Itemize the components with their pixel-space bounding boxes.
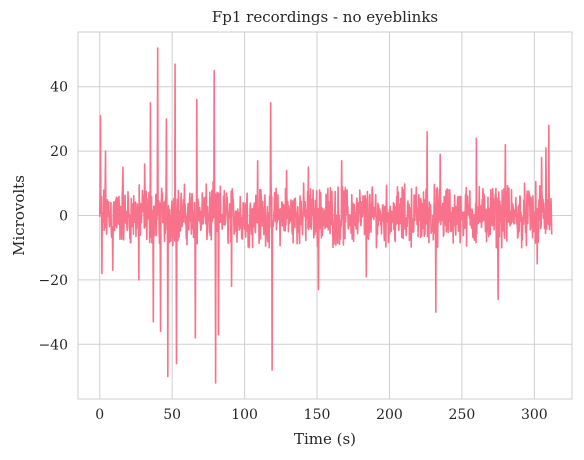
plot-frame bbox=[77, 31, 573, 400]
y-tick-label: 0 bbox=[59, 209, 68, 225]
y-tick-label: 20 bbox=[50, 144, 68, 160]
x-tick-label: 100 bbox=[231, 407, 258, 423]
y-tick-label: −20 bbox=[38, 273, 68, 289]
y-tick-label: −40 bbox=[38, 337, 68, 353]
x-tick-label: 250 bbox=[449, 407, 476, 423]
x-tick-label: 300 bbox=[521, 407, 548, 423]
fp1-signal-line bbox=[98, 47, 553, 384]
x-tick-label: 200 bbox=[376, 407, 403, 423]
tick-labels: 0 50 100 150 200 250 300 −40 −20 0 20 40 bbox=[38, 80, 547, 423]
chart-title: Fp1 recordings - no eyeblinks bbox=[212, 8, 438, 26]
y-tick-label: 40 bbox=[50, 80, 68, 96]
x-tick-label: 50 bbox=[163, 407, 181, 423]
x-tick-label: 0 bbox=[95, 407, 104, 423]
x-tick-label: 150 bbox=[304, 407, 331, 423]
x-axis-label: Time (s) bbox=[294, 430, 356, 448]
y-axis-label: Microvolts bbox=[10, 175, 28, 256]
series-layer bbox=[98, 47, 553, 384]
